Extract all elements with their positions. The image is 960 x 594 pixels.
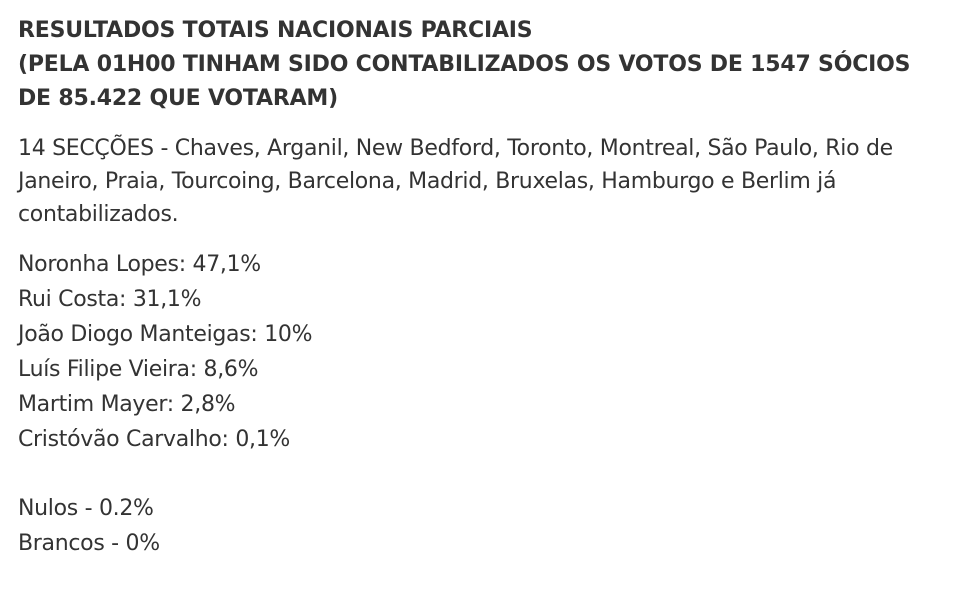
results-headline: RESULTADOS TOTAIS NACIONAIS PARCIAIS (PE… — [18, 14, 948, 116]
headline-line-2: (PELA 01H00 TINHAM SIDO CONTABILIZADOS O… — [18, 52, 911, 77]
blank-votes: Brancos - 0% — [18, 531, 160, 556]
candidate-result-luis-filipe-vieira: Luís Filipe Vieira: 8,6% — [18, 357, 259, 382]
candidate-result-noronha-lopes: Noronha Lopes: 47,1% — [18, 252, 261, 277]
null-votes: Nulos - 0.2% — [18, 496, 154, 521]
candidate-results-list: Noronha Lopes: 47,1% Rui Costa: 31,1% Jo… — [18, 247, 948, 457]
candidate-result-rui-costa: Rui Costa: 31,1% — [18, 287, 202, 312]
candidate-result-joao-diogo-manteigas: João Diogo Manteigas: 10% — [18, 322, 313, 347]
sections-counted-paragraph: 14 SECÇÕES - Chaves, Arganil, New Bedfor… — [18, 136, 893, 227]
candidate-result-cristovao-carvalho: Cristóvão Carvalho: 0,1% — [18, 427, 291, 452]
article-body: RESULTADOS TOTAIS NACIONAIS PARCIAIS (PE… — [18, 14, 948, 561]
null-blank-votes-list: Nulos - 0.2% Brancos - 0% — [18, 491, 948, 561]
headline-line-3: DE 85.422 QUE VOTARAM) — [18, 86, 338, 111]
headline-line-1: RESULTADOS TOTAIS NACIONAIS PARCIAIS — [18, 18, 533, 43]
candidate-result-martim-mayer: Martim Mayer: 2,8% — [18, 392, 236, 417]
